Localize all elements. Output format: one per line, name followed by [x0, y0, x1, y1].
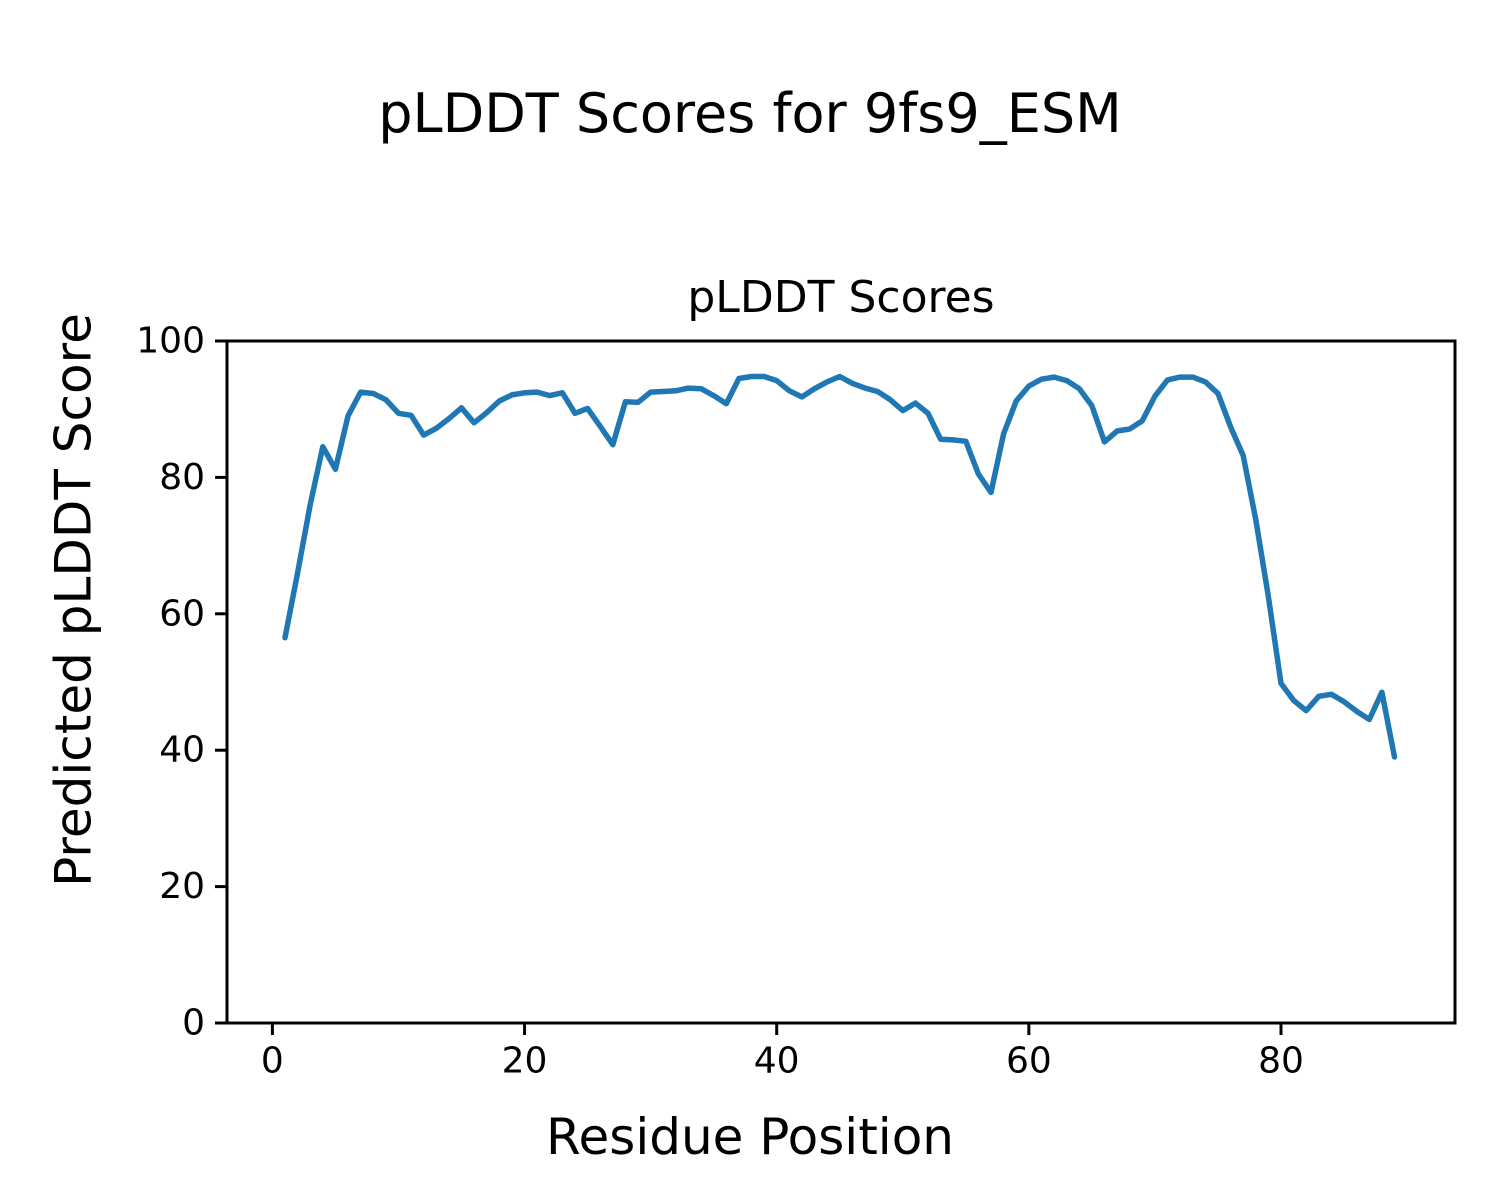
x-tick-label: 60	[1006, 1041, 1052, 1082]
y-tick-label: 80	[159, 457, 205, 498]
y-tick-label: 100	[136, 321, 205, 362]
x-tick-label: 20	[502, 1041, 548, 1082]
y-axis-label: Predicted pLDDT Score	[44, 313, 103, 887]
y-tick-label: 40	[159, 730, 205, 771]
x-tick-label: 40	[754, 1041, 800, 1082]
x-tick-label: 0	[261, 1041, 284, 1082]
y-tick-label: 20	[159, 866, 205, 907]
x-tick-label: 80	[1258, 1041, 1304, 1082]
axes-spines	[225, 339, 1457, 1025]
y-tick-label: 60	[159, 593, 205, 634]
x-axis-label: Residue Position	[546, 1108, 954, 1166]
figure-suptitle: pLDDT Scores for 9fs9_ESM	[378, 82, 1122, 145]
plddt-line	[282, 373, 1398, 760]
y-tick-label: 0	[182, 1003, 205, 1044]
axes-title: pLDDT Scores	[687, 272, 995, 323]
